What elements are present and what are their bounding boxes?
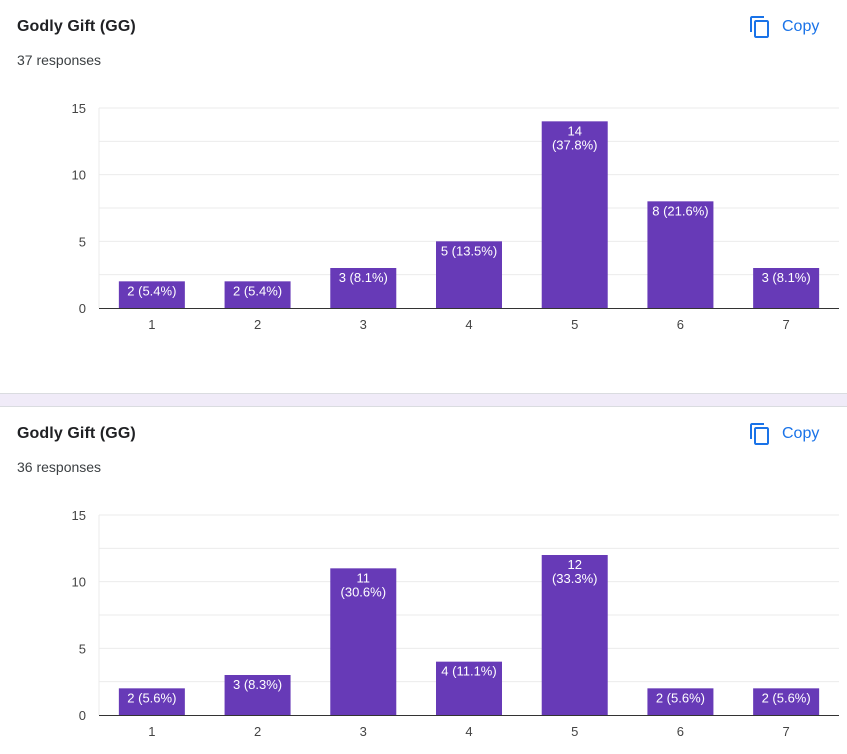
bar-value-label: 12 (33.3%) [552, 557, 598, 586]
bar-value-label: 2 (5.6%) [762, 690, 811, 705]
copy-icon [750, 16, 769, 38]
x-tick-label: 5 [571, 724, 578, 739]
bar-chart: 0 5 10 15 2 (5.6%) 1 3 (8.3%) 2 11 (30.6%) 3 4 (11.… [72, 508, 839, 739]
question-card: Godly Gift (GG) 36 responses Copy 0 5 10 15… [0, 407, 847, 754]
x-tick-label: 7 [783, 724, 790, 739]
question-title: Godly Gift (GG) [17, 425, 136, 442]
bar [541, 555, 608, 715]
y-tick-label: 5 [79, 641, 86, 656]
bar [647, 688, 714, 715]
bar [330, 568, 397, 715]
y-tick-label: 5 [79, 234, 86, 249]
bar [647, 201, 714, 308]
section-separator [0, 393, 847, 407]
x-tick-label: 6 [677, 317, 684, 332]
bar-value-label: 5 (13.5%) [441, 243, 497, 258]
bar [330, 268, 397, 308]
x-tick-label: 5 [571, 317, 578, 332]
bar [753, 268, 820, 308]
x-tick-label: 4 [465, 724, 472, 739]
bar-value-label: 3 (8.3%) [233, 677, 282, 692]
bar [436, 661, 502, 715]
bar-chart: 0 5 10 15 2 (5.4%) 1 2 (5.4%) 2 3 (8.1%) 3 5 (13.5… [72, 101, 839, 332]
copy-button-label: Copy [782, 425, 820, 442]
bar-value-label: 2 (5.6%) [127, 690, 176, 705]
y-tick-label: 10 [72, 575, 86, 590]
y-tick-label: 15 [72, 101, 86, 116]
bar-value-label: 11 (30.6%) [341, 570, 387, 599]
x-tick-label: 3 [360, 724, 367, 739]
x-tick-label: 7 [783, 317, 790, 332]
bar-value-label: 3 (8.1%) [339, 270, 388, 285]
bar-value-label: 8 (21.6%) [652, 203, 708, 218]
copy-icon [750, 423, 769, 445]
bar-value-label: 14 (37.8%) [552, 123, 598, 152]
bar [224, 675, 291, 715]
x-tick-label: 1 [148, 317, 155, 332]
question-title: Godly Gift (GG) [17, 18, 136, 35]
bar [224, 281, 291, 308]
y-tick-label: 15 [72, 508, 86, 523]
bar-value-label: 2 (5.6%) [656, 690, 705, 705]
response-count: 37 responses [17, 52, 102, 68]
y-tick-label: 10 [72, 168, 86, 183]
bar-value-label: 4 (11.1%) [441, 664, 496, 679]
bar [753, 688, 820, 715]
bar [118, 281, 185, 308]
x-tick-label: 6 [677, 724, 684, 739]
bar [541, 121, 608, 308]
bar-value-label: 3 (8.1%) [762, 270, 811, 285]
x-tick-label: 4 [465, 317, 472, 332]
question-card: Godly Gift (GG) 37 responses Copy 0 5 10 15… [17, 12, 839, 332]
copy-button-label: Copy [782, 18, 820, 35]
bar [118, 688, 185, 715]
y-tick-label: 0 [79, 708, 86, 723]
y-tick-label: 0 [79, 301, 86, 316]
x-tick-label: 3 [360, 317, 367, 332]
x-tick-label: 2 [254, 317, 261, 332]
copy-chart-button[interactable]: Copy [748, 12, 819, 42]
x-tick-label: 2 [254, 724, 261, 739]
bar-value-label: 2 (5.4%) [127, 283, 176, 298]
x-tick-label: 1 [148, 724, 155, 739]
response-count: 36 responses [17, 459, 102, 475]
bar [436, 241, 502, 308]
bar-value-label: 2 (5.4%) [233, 283, 282, 298]
copy-chart-button[interactable]: Copy [748, 419, 819, 449]
